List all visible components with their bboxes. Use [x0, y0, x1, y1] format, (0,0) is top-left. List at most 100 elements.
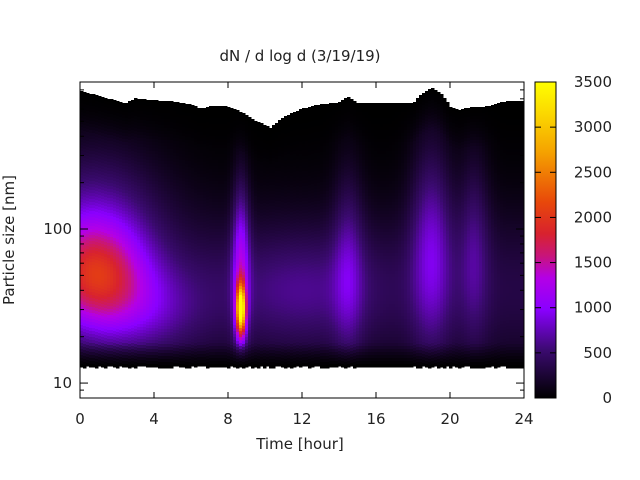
heatmap-cell	[125, 217, 129, 221]
heatmap-cell	[119, 204, 123, 208]
heatmap-cell	[158, 308, 162, 312]
heatmap-cell	[140, 333, 144, 337]
heatmap-cell	[188, 347, 192, 351]
heatmap-cell	[146, 115, 150, 119]
heatmap-cell	[197, 144, 201, 148]
heatmap-cell	[245, 184, 249, 188]
heatmap-cell	[122, 274, 126, 278]
heatmap-cell	[182, 160, 186, 164]
heatmap-cell	[101, 265, 105, 269]
heatmap-cell	[221, 148, 225, 152]
heatmap-cell	[182, 163, 186, 167]
heatmap-cell	[176, 333, 180, 337]
heatmap-cell	[197, 186, 201, 190]
heatmap-cell	[86, 321, 90, 325]
heatmap-cell	[104, 245, 108, 249]
heatmap-cell	[182, 277, 186, 281]
heatmap-cell	[113, 169, 117, 173]
heatmap-cell	[197, 255, 201, 259]
heatmap-cell	[155, 199, 159, 203]
heatmap-cell	[242, 164, 246, 168]
heatmap-cell	[86, 297, 90, 301]
heatmap-cell	[176, 291, 180, 295]
heatmap-cell	[173, 246, 177, 250]
heatmap-cell	[122, 151, 126, 155]
heatmap-cell	[95, 125, 99, 129]
heatmap-cell	[98, 270, 102, 274]
heatmap-cell	[233, 202, 237, 206]
heatmap-cell	[182, 178, 186, 182]
heatmap-cell	[161, 212, 165, 216]
heatmap-cell	[218, 136, 222, 140]
heatmap-cell	[179, 154, 183, 158]
heatmap-cell	[209, 211, 213, 215]
heatmap-cell	[155, 355, 159, 359]
heatmap-cell	[245, 316, 249, 320]
heatmap-cell	[134, 272, 138, 276]
heatmap-cell	[107, 213, 111, 217]
heatmap-cell	[128, 155, 132, 159]
heatmap-cell	[161, 260, 165, 264]
heatmap-cell	[185, 335, 189, 339]
heatmap-cell	[230, 240, 234, 244]
heatmap-cell	[113, 268, 117, 272]
heatmap-cell	[185, 221, 189, 225]
heatmap-cell	[218, 280, 222, 284]
heatmap-cell	[167, 119, 171, 123]
heatmap-cell	[107, 297, 111, 301]
heatmap-cell	[170, 284, 174, 288]
heatmap-cell	[101, 193, 105, 197]
heatmap-cell	[152, 241, 156, 245]
heatmap-cell	[86, 156, 90, 160]
heatmap-cell	[203, 144, 207, 148]
heatmap-cell	[113, 256, 117, 260]
heatmap-cell	[92, 220, 96, 224]
heatmap-cell	[92, 148, 96, 152]
heatmap-cell	[188, 134, 192, 138]
heatmap-cell	[89, 241, 93, 245]
heatmap-cell	[197, 276, 201, 280]
heatmap-cell	[110, 240, 114, 244]
heatmap-cell	[209, 340, 213, 344]
heatmap-cell	[98, 303, 102, 307]
heatmap-cell	[137, 324, 141, 328]
heatmap-cell	[140, 165, 144, 169]
heatmap-cell	[209, 202, 213, 206]
heatmap-cell	[98, 195, 102, 199]
heatmap-cell	[155, 136, 159, 140]
heatmap-cell	[101, 361, 105, 365]
heatmap-cell	[152, 145, 156, 149]
heatmap-cell	[122, 106, 126, 110]
heatmap-cell	[182, 205, 186, 209]
heatmap-cell	[122, 235, 126, 239]
heatmap-cell	[131, 220, 135, 224]
heatmap-cell	[197, 246, 201, 250]
heatmap-cell	[83, 167, 87, 171]
heatmap-cell	[191, 111, 195, 115]
heatmap-cell	[215, 127, 219, 131]
heatmap-cell	[134, 269, 138, 273]
heatmap-cell	[152, 133, 156, 137]
heatmap-cell	[161, 281, 165, 285]
heatmap-cell	[176, 120, 180, 124]
heatmap-cell	[239, 166, 243, 170]
heatmap-cell	[197, 348, 201, 352]
heatmap-cell	[239, 244, 243, 248]
heatmap-cell	[101, 346, 105, 350]
heatmap-cell	[170, 239, 174, 243]
heatmap-cell	[218, 115, 222, 119]
heatmap-cell	[149, 346, 153, 350]
heatmap-cell	[173, 330, 177, 334]
heatmap-cell	[110, 321, 114, 325]
heatmap-cell	[182, 133, 186, 137]
heatmap-cell	[200, 342, 204, 346]
heatmap-cell	[203, 339, 207, 343]
heatmap-cell	[221, 196, 225, 200]
heatmap-cell	[185, 209, 189, 213]
heatmap-cell	[182, 151, 186, 155]
heatmap-cell	[227, 344, 231, 348]
heatmap-cell	[137, 237, 141, 241]
heatmap-cell	[200, 120, 204, 124]
heatmap-cell	[206, 146, 210, 150]
heatmap-cell	[116, 200, 120, 204]
